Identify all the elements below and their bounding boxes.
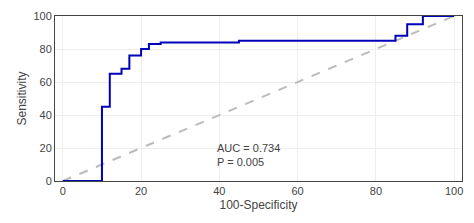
svg-text:40: 40 xyxy=(213,185,225,197)
svg-text:0: 0 xyxy=(60,185,66,197)
svg-text:80: 80 xyxy=(370,185,382,197)
svg-text:100: 100 xyxy=(445,185,463,197)
svg-text:40: 40 xyxy=(40,109,52,121)
svg-text:80: 80 xyxy=(40,43,52,55)
svg-text:100-Specificity: 100-Specificity xyxy=(219,198,297,212)
svg-text:60: 60 xyxy=(292,185,304,197)
svg-text:AUC = 0.734P = 0.005: AUC = 0.734P = 0.005 xyxy=(217,142,280,168)
svg-text:20: 20 xyxy=(135,185,147,197)
svg-text:20: 20 xyxy=(40,142,52,154)
svg-text:0: 0 xyxy=(46,175,52,187)
svg-text:60: 60 xyxy=(40,76,52,88)
svg-text:Sensitivity: Sensitivity xyxy=(15,71,29,125)
svg-text:100: 100 xyxy=(33,10,51,22)
